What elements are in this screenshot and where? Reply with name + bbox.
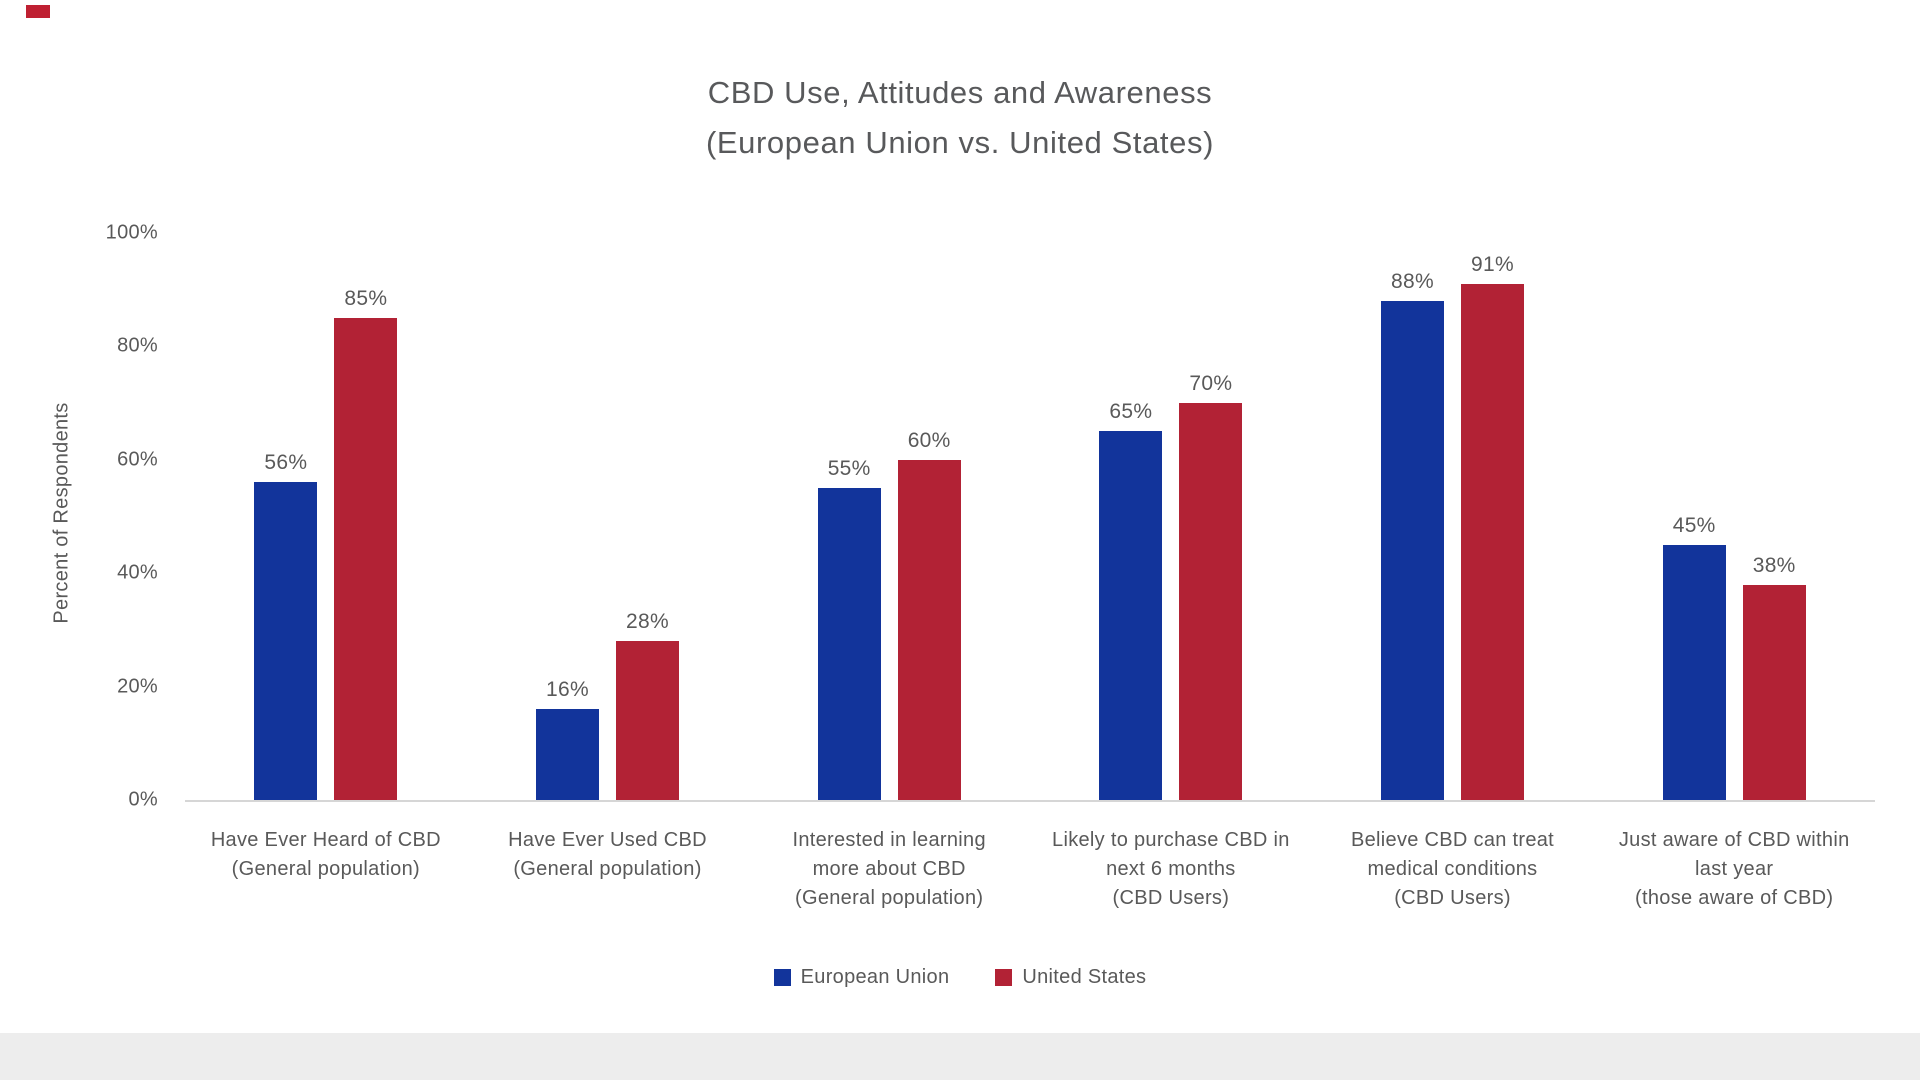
category-label: Just aware of CBD within last year (thos…	[1618, 829, 1850, 909]
bar-united-states: 70%	[1179, 372, 1243, 800]
bar-value-label: 70%	[1189, 372, 1233, 396]
bar-value-label: 28%	[626, 610, 669, 634]
bar-value-label: 16%	[546, 678, 589, 702]
bar-group: 56% 85%	[185, 233, 467, 800]
bar-united-states: 91%	[1461, 253, 1525, 800]
chart-header: CBD Use, Attitudes and Awareness (Europe…	[0, 68, 1920, 168]
footer-strip	[0, 1033, 1920, 1080]
bar-european-union: 55%	[817, 457, 881, 800]
bar-group: 55% 60%	[748, 233, 1030, 800]
x-axis-line	[185, 800, 1875, 802]
bar-united-states: 38%	[1742, 554, 1806, 800]
bar-value-label: 60%	[907, 428, 951, 452]
legend-item-european-union: European Union	[773, 966, 950, 989]
bar-united-states: 60%	[897, 429, 961, 800]
bar-value-label: 88%	[1391, 270, 1434, 294]
y-tick-label: 0%	[128, 788, 158, 811]
bar-value-label: 55%	[827, 457, 871, 481]
y-tick-label: 40%	[117, 561, 158, 584]
bar-value-label: 38%	[1752, 553, 1796, 577]
category-label: Likely to purchase CBD in next 6 months …	[1052, 829, 1290, 909]
chart-title: CBD Use, Attitudes and Awareness	[707, 75, 1213, 110]
bar-value-label: 91%	[1471, 253, 1514, 277]
legend-swatch	[773, 969, 791, 986]
bar-group: 45% 38%	[1593, 233, 1875, 800]
y-axis-tick-labels: 0% 20% 40% 60% 80% 100%	[60, 222, 158, 811]
bar-value-label: 56%	[264, 451, 308, 475]
chart-subtitle: (European Union vs. United States)	[705, 125, 1215, 160]
bar-european-union: 88%	[1381, 270, 1445, 800]
bar-european-union: 45%	[1662, 514, 1726, 800]
bar-european-union: 16%	[536, 678, 599, 800]
bar-united-states: 28%	[616, 610, 679, 800]
y-tick-label: 20%	[117, 675, 158, 698]
plot-area: 56% 85% 16% 28% 55% 60% 65% 70% 88% 91% 45% 38%	[185, 233, 1875, 802]
bar-value-label: 85%	[344, 287, 388, 311]
category-label: Have Ever Used CBD (General population)	[508, 829, 707, 880]
bar-european-union: 65%	[1099, 400, 1163, 800]
legend-swatch	[995, 969, 1013, 986]
category-label: Have Ever Heard of CBD (General populati…	[210, 829, 441, 880]
y-tick-label: 80%	[117, 334, 158, 357]
category-label: Believe CBD can treat medical conditions…	[1350, 829, 1555, 909]
y-tick-label: 60%	[117, 448, 158, 471]
category-label: Interested in learning more about CBD (G…	[792, 829, 986, 909]
bar-value-label: 65%	[1109, 400, 1153, 424]
legend-label: United States	[1022, 966, 1147, 988]
bar-group: 65% 70%	[1030, 233, 1312, 800]
bars-container: 56% 85% 16% 28% 55% 60% 65% 70% 88% 91% 45% 38%	[185, 233, 1875, 800]
y-tick-label: 100%	[105, 221, 158, 244]
corner-mark	[26, 5, 50, 18]
bar-group: 16% 28%	[467, 233, 749, 800]
legend: European Union United States	[0, 966, 1920, 989]
bar-united-states: 85%	[334, 287, 398, 800]
bar-group: 88% 91%	[1312, 233, 1594, 800]
legend-item-united-states: United States	[995, 966, 1146, 989]
legend-label: European Union	[800, 966, 950, 988]
bar-european-union: 56%	[254, 451, 318, 800]
x-axis-category-labels: Have Ever Heard of CBD (General populati…	[185, 826, 1875, 913]
bar-value-label: 45%	[1672, 513, 1716, 537]
